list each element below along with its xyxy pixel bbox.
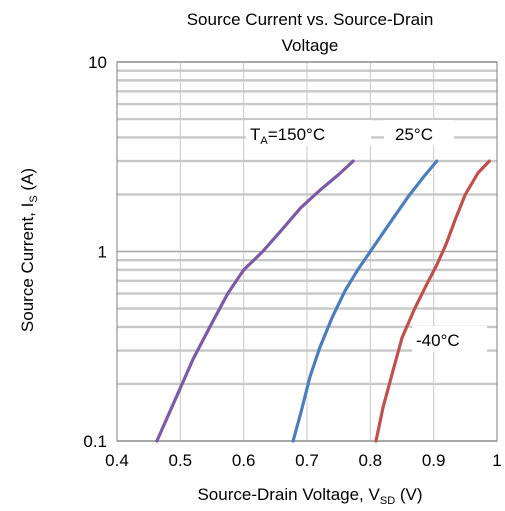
series-line-2 [374,159,491,443]
x-axis-ticks: 0.4 0.5 0.6 0.7 0.8 0.9 1 [105,451,502,470]
chart-title-line-2: Voltage [282,36,339,55]
x-axis-label: Source-Drain Voltage, VSD (V) [197,485,422,507]
y-axis-label: Source Current, IS (A) [18,168,40,332]
chart-title-line-1: Source Current vs. Source-Drain [187,10,434,29]
x-tick-label: 0.5 [169,451,193,470]
y-axis-ticks: 0.1 1 10 [83,53,107,451]
y-tick-label: 0.1 [83,432,107,451]
series-line-1 [291,159,439,443]
x-tick-label: 0.7 [295,451,319,470]
x-tick-label: 0.4 [105,451,129,470]
label-bg-150 [246,120,371,146]
x-tick-label: 0.8 [359,451,383,470]
x-tick-label: 1 [492,451,501,470]
series-lines [155,159,491,443]
series-label-25c: 25°C [395,125,433,144]
plot-area-border [116,61,498,442]
x-tick-label: 0.9 [422,451,446,470]
label-bg-minus40 [412,326,487,352]
y-tick-label: 10 [88,53,107,72]
y-tick-label: 1 [98,243,107,262]
label-bg-25 [384,120,454,146]
series-line-0 [155,159,355,443]
series-label-150c: TA=150°C [250,125,325,147]
grid [116,61,498,442]
series-label-minus40c: -40°C [416,331,460,350]
x-tick-label: 0.6 [232,451,256,470]
